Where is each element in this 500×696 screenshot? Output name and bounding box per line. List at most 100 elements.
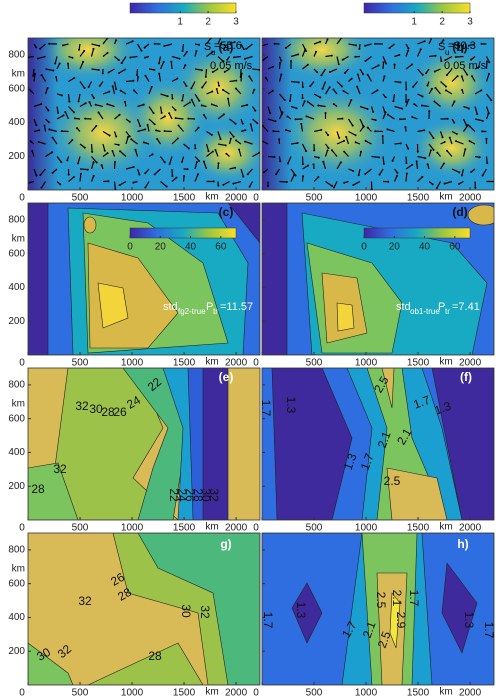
wind-arrow <box>463 124 469 132</box>
wind-arrow <box>417 129 425 133</box>
wind-arrow-head <box>340 85 343 88</box>
wind-arrow <box>486 93 492 101</box>
wind-arrow <box>54 56 58 64</box>
wind-arrow-head <box>416 150 419 153</box>
wind-arrow-head <box>332 186 335 189</box>
wind-arrow-head <box>84 117 87 120</box>
wind-arrow-head <box>326 38 329 41</box>
wind-arrow-head <box>120 62 123 65</box>
wind-arrow-head <box>366 107 369 110</box>
wind-arrow <box>336 162 342 170</box>
wind-arrow <box>77 156 81 164</box>
wind-arrow <box>371 64 379 70</box>
x-tick-label: 1500 <box>173 523 196 534</box>
wind-arrow-head <box>430 87 433 90</box>
panel-label: (a) <box>219 40 234 54</box>
panel <box>262 368 494 520</box>
contour-fill <box>386 467 448 520</box>
wind-arrow <box>211 103 219 108</box>
wind-arrow <box>229 131 235 138</box>
contour-fill <box>87 642 204 685</box>
wind-arrow-head <box>330 54 333 57</box>
wind-arrow <box>120 90 127 95</box>
colorbar-tick-label: 20 <box>389 242 401 253</box>
wind-arrow-head <box>445 149 448 152</box>
wind-arrow-head <box>108 134 111 137</box>
panel-frame <box>261 367 495 521</box>
wind-arrow <box>320 68 327 76</box>
wind-arrow-head <box>151 153 154 156</box>
wind-arrow <box>348 130 356 136</box>
wind-arrow-head <box>82 60 85 63</box>
wind-arrow-head <box>200 104 203 107</box>
y-tick-label: 400 <box>8 282 25 293</box>
contour-fill <box>336 302 355 332</box>
wind-arrow <box>227 98 231 107</box>
wind-arrow-head <box>286 115 289 118</box>
wind-arrow-head <box>92 174 95 177</box>
wind-arrow <box>435 87 441 95</box>
wind-arrow-head <box>40 186 43 189</box>
wind-arrow-head <box>87 86 90 89</box>
y-tick-label: 800 <box>8 50 25 61</box>
wind-arrow-head <box>343 139 346 142</box>
wind-arrow-head <box>444 89 447 92</box>
wind-arrow <box>428 131 434 139</box>
wind-arrow-head <box>405 162 408 165</box>
panel-label: (e) <box>219 370 234 384</box>
wind-arrow <box>267 118 276 122</box>
wind-arrow-head <box>383 75 386 78</box>
wind-arrow-head <box>378 173 381 176</box>
wind-arrow <box>49 128 58 133</box>
wind-arrow <box>201 81 207 88</box>
wind-arrow <box>313 41 321 45</box>
wind-arrow-head <box>253 88 256 91</box>
wind-arrow-head <box>127 135 130 138</box>
wind-arrow <box>302 164 309 170</box>
wind-arrow-head <box>197 126 200 129</box>
colorbar-tick-label: 20 <box>155 242 167 253</box>
wind-arrow <box>33 118 37 126</box>
wind-arrow-head <box>411 163 414 166</box>
wind-arrow <box>245 43 253 50</box>
wind-arrow-head <box>132 89 135 92</box>
wind-arrow-head <box>396 174 399 177</box>
wind-arrow <box>474 106 478 115</box>
wind-arrow <box>313 93 321 98</box>
wind-arrow-head <box>204 75 207 78</box>
wind-arrow <box>306 115 315 120</box>
wind-arrow-head <box>184 64 187 67</box>
wind-arrow-head <box>144 186 147 189</box>
wind-arrow <box>428 55 436 58</box>
wind-arrow-head <box>385 62 388 65</box>
wind-arrow <box>439 163 445 170</box>
wind-arrow-head <box>420 104 423 107</box>
wind-arrow <box>178 125 184 132</box>
field-blob <box>272 38 372 80</box>
wind-arrow-head <box>364 172 367 175</box>
wind-arrow <box>267 106 271 114</box>
wind-arrow-head <box>405 88 408 91</box>
wind-arrow <box>148 118 156 125</box>
wind-arrow <box>79 50 85 57</box>
wind-arrow-head <box>218 84 221 87</box>
wind-arrow <box>287 156 292 164</box>
wind-arrow-head <box>98 84 101 87</box>
wind-arrow-head <box>36 57 39 60</box>
wind-arrow-head <box>92 161 95 164</box>
wind-arrow-head <box>52 69 55 72</box>
wind-arrow <box>451 43 459 46</box>
wind-arrow <box>247 168 253 175</box>
wind-arrow-head <box>467 44 470 47</box>
panel <box>262 38 494 190</box>
wind-arrow <box>248 75 254 82</box>
wind-arrow-head <box>413 103 416 106</box>
wind-arrow-head <box>114 188 117 190</box>
wind-arrow-head <box>165 185 168 188</box>
wind-arrow-head <box>128 120 131 123</box>
wind-arrow-head <box>153 68 156 71</box>
x-tick-label: 2000 <box>225 193 248 204</box>
wind-arrow-head <box>62 114 65 117</box>
wind-arrow-head <box>374 130 377 133</box>
contour-label: 28 <box>101 405 115 419</box>
